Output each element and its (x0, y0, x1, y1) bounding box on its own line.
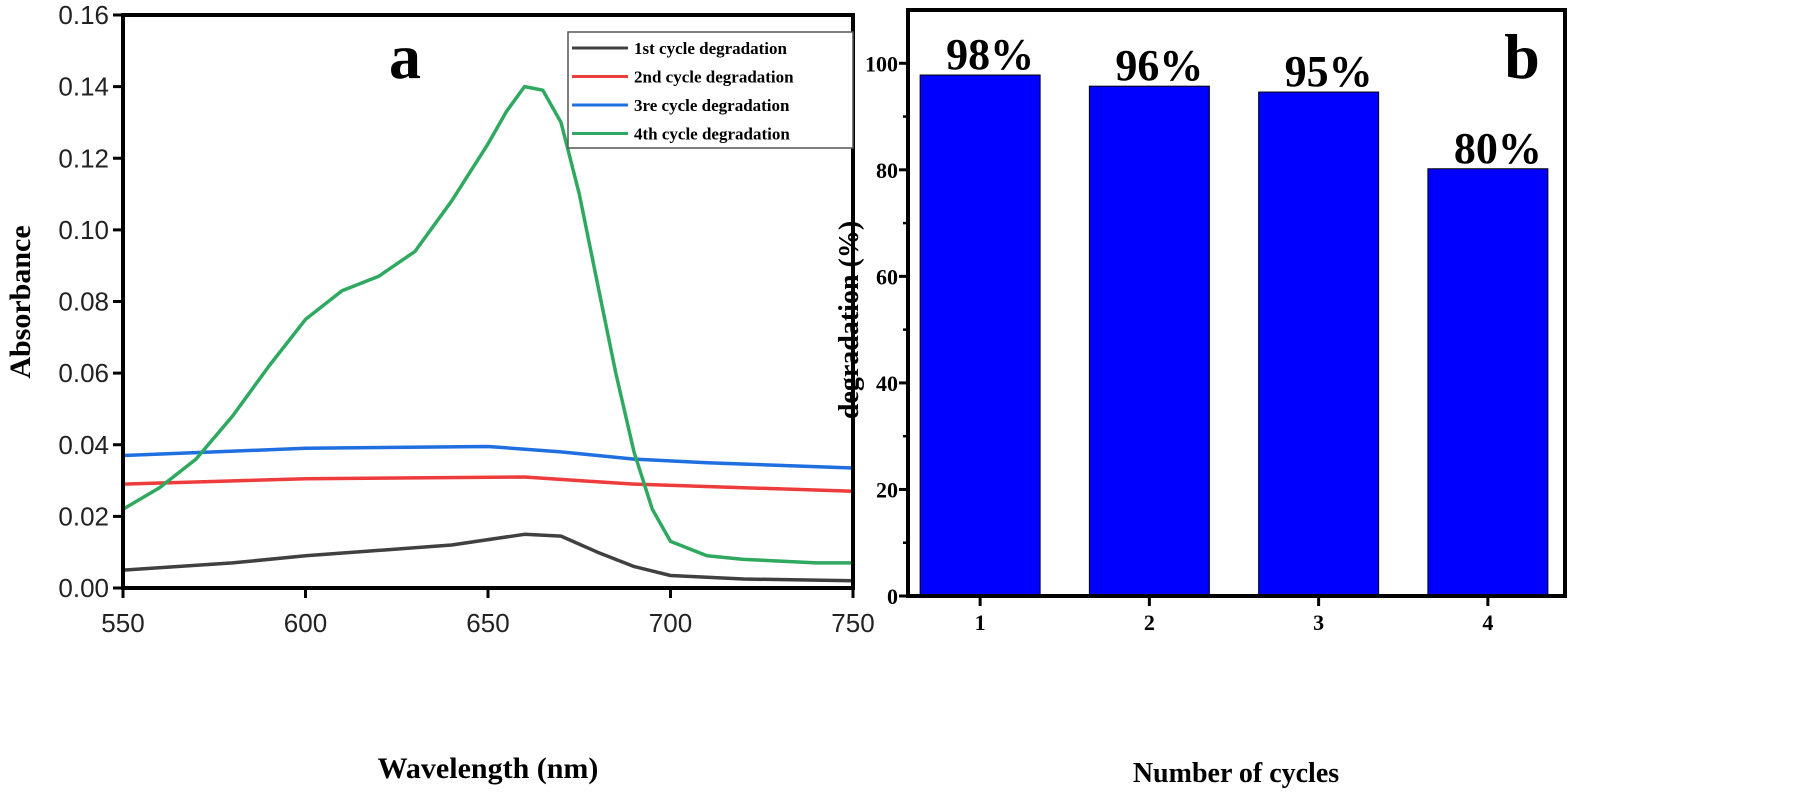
degradation-bar-chart: 98% 1 96% 2 95% 3 80% 4 0 20 40 60 80 100 b Number o… (834, 8, 1567, 789)
y-tick-label: 0.00 (58, 573, 109, 603)
plot-frame-b (906, 8, 1567, 598)
series-line-3 (122, 444, 854, 470)
x-tick-label: 2 (1144, 610, 1155, 635)
bar-1 (919, 74, 1041, 597)
y-tick-label: 0.16 (58, 0, 109, 30)
x-tick-label: 600 (284, 608, 327, 638)
bar-3 (1258, 91, 1380, 597)
x-tick-label: 700 (649, 608, 692, 638)
y-axis-label-a: Absorbance (4, 225, 37, 378)
x-axis-label-a: Wavelength (nm) (378, 752, 599, 785)
legend-box (567, 31, 854, 149)
bar-data-label: 98% (946, 30, 1034, 79)
legend-entry: 1st cycle degradation (634, 39, 788, 58)
absorbance-series (122, 84, 854, 583)
x-tick-label: 650 (466, 608, 509, 638)
y-tick-label: 0.10 (58, 215, 109, 245)
y-tick-label: 0 (887, 584, 898, 609)
y-tick-label: 60 (876, 264, 898, 289)
y-tick-label: 0.14 (58, 72, 109, 102)
y-tick-label: 0.06 (58, 358, 109, 388)
panel-label-a: a (389, 21, 421, 92)
y-tick-label: 80 (876, 158, 898, 183)
y-tick-label: 100 (865, 51, 898, 76)
legend-entry: 2nd cycle degradation (634, 68, 794, 87)
series-line-1 (122, 532, 854, 583)
y-tick-label: 40 (876, 371, 898, 396)
panel-label-b: b (1504, 21, 1540, 92)
x-tick-label: 3 (1313, 610, 1324, 635)
x-tick-label: 4 (1482, 610, 1493, 635)
y-tick-label: 20 (876, 477, 898, 502)
y-tick-label: 0.12 (58, 143, 109, 173)
y-tick-label: 0.02 (58, 501, 109, 531)
y-tick-label: 0.04 (58, 430, 109, 460)
series-line-2 (122, 475, 854, 494)
y-axis-label-b: degradation (%) (834, 221, 865, 419)
legend-entry: 3re cycle degradation (634, 96, 790, 115)
y-tick-label: 0.08 (58, 287, 109, 317)
bar-data-label: 80% (1454, 124, 1542, 173)
bar-data-label: 95% (1285, 47, 1373, 96)
x-tick-label: 550 (101, 608, 144, 638)
bar-2 (1088, 85, 1210, 597)
legend-entry: 4th cycle degradation (634, 125, 790, 144)
series-line-4 (122, 84, 853, 565)
x-tick-label: 1 (975, 610, 986, 635)
bar-data-label: 96% (1115, 41, 1203, 90)
x-axis-label-b: Number of cycles (1133, 758, 1339, 789)
bar-4 (1427, 168, 1549, 597)
legend: 1st cycle degradation 2nd cycle degradati… (567, 31, 854, 149)
x-tick-label: 750 (831, 608, 874, 638)
absorbance-chart: 550 600 650 700 750 0.00 0.02 0.04 0.06 0.08 0.10 0… (4, 0, 875, 785)
